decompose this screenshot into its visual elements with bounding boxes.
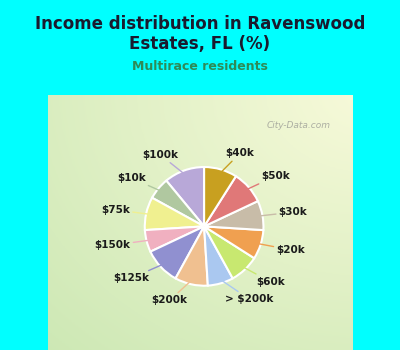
Text: $125k: $125k bbox=[113, 264, 164, 284]
Wedge shape bbox=[204, 167, 236, 226]
Text: > $200k: > $200k bbox=[219, 279, 274, 304]
Text: $10k: $10k bbox=[117, 173, 162, 191]
Text: $50k: $50k bbox=[245, 171, 290, 190]
Text: $200k: $200k bbox=[152, 280, 192, 306]
Text: City-Data.com: City-Data.com bbox=[267, 121, 331, 130]
Wedge shape bbox=[204, 226, 233, 286]
Wedge shape bbox=[166, 167, 204, 226]
Text: $60k: $60k bbox=[242, 266, 285, 287]
Text: $20k: $20k bbox=[256, 243, 305, 255]
Text: $100k: $100k bbox=[142, 150, 186, 175]
Text: $75k: $75k bbox=[101, 205, 151, 215]
Text: $150k: $150k bbox=[94, 240, 151, 250]
Wedge shape bbox=[150, 226, 204, 278]
Wedge shape bbox=[145, 198, 204, 230]
Text: Multirace residents: Multirace residents bbox=[132, 60, 268, 73]
Wedge shape bbox=[152, 181, 204, 226]
Text: $30k: $30k bbox=[258, 207, 308, 217]
Text: Income distribution in Ravenswood
Estates, FL (%): Income distribution in Ravenswood Estate… bbox=[35, 15, 365, 54]
Wedge shape bbox=[204, 226, 254, 278]
Wedge shape bbox=[204, 201, 264, 230]
Wedge shape bbox=[145, 226, 204, 252]
Wedge shape bbox=[204, 226, 263, 258]
Wedge shape bbox=[204, 176, 258, 226]
Text: $40k: $40k bbox=[219, 148, 254, 174]
Wedge shape bbox=[176, 226, 208, 286]
